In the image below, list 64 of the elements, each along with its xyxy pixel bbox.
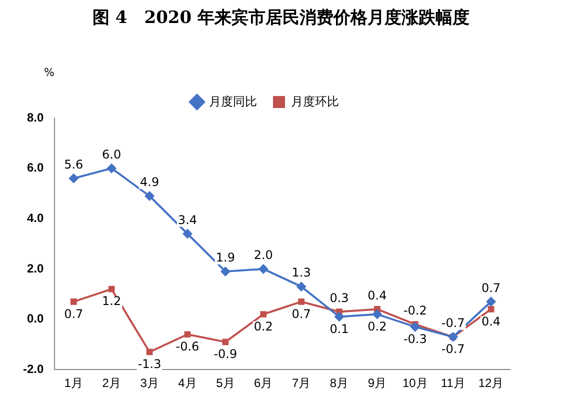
data-label: 3.4 — [178, 212, 198, 227]
point — [108, 286, 115, 292]
legend-label: 月度环比 — [291, 94, 339, 108]
data-label: -0.6 — [176, 340, 200, 354]
point — [106, 163, 117, 174]
y-tick-label: 0.0 — [26, 312, 44, 326]
data-label: 0.2 — [368, 319, 387, 334]
point — [68, 173, 79, 184]
x-tick-label: 6月 — [254, 376, 273, 390]
x-tick-label: 9月 — [368, 376, 387, 390]
x-tick-label: 8月 — [330, 376, 349, 390]
data-label: 0.7 — [292, 306, 311, 321]
data-label: -0.3 — [403, 332, 427, 346]
point — [298, 298, 304, 305]
data-label: 0.7 — [64, 306, 84, 321]
data-label: 4.9 — [140, 175, 160, 190]
x-tick-label: 10月 — [402, 376, 428, 390]
y-tick-label: 4.0 — [26, 210, 44, 225]
data-label: 0.4 — [368, 288, 387, 302]
point — [372, 309, 382, 320]
x-tick-label: 11月 — [440, 376, 466, 390]
y-tick-label: 6.0 — [26, 160, 44, 175]
point — [296, 282, 306, 292]
point — [144, 190, 155, 201]
x-tick-label: 1月 — [64, 376, 83, 390]
data-label: -0.7 — [441, 342, 465, 356]
y-axis-title: % — [44, 66, 54, 79]
data-label: 1.9 — [216, 250, 235, 265]
data-label: 1.3 — [292, 266, 311, 280]
point — [410, 322, 420, 332]
legend-label: 月度同比 — [209, 94, 257, 108]
point — [182, 228, 192, 239]
data-label: 0.7 — [481, 280, 501, 295]
point — [184, 331, 191, 338]
data-label: 0.3 — [330, 290, 349, 305]
data-label: -0.7 — [441, 316, 465, 330]
data-label: -0.9 — [214, 347, 238, 362]
data-label: 5.6 — [64, 158, 84, 172]
x-tick-label: 5月 — [216, 376, 235, 390]
data-label: 6.0 — [102, 147, 122, 162]
x-tick-label: 12月 — [478, 376, 504, 390]
x-tick-label: 3月 — [140, 376, 159, 390]
data-label: -1.3 — [138, 357, 162, 372]
data-label: 0.1 — [330, 322, 349, 336]
y-tick-label: -2.0 — [22, 362, 44, 376]
point — [260, 311, 267, 318]
point — [222, 338, 229, 346]
point — [220, 266, 230, 276]
point — [486, 296, 496, 307]
y-tick-label: 2.0 — [26, 261, 44, 276]
chart-title: 图 4 2020 年来宾市居民消费价格月度涨跌幅度 — [92, 7, 470, 29]
y-tick-label: 8.0 — [26, 110, 44, 124]
data-label: 1.2 — [102, 294, 122, 308]
data-label: 2.0 — [254, 248, 273, 262]
point — [70, 298, 77, 305]
x-tick-label: 2月 — [102, 376, 121, 390]
data-label: 0.4 — [481, 314, 501, 328]
data-label: 0.2 — [254, 319, 273, 334]
point — [334, 312, 344, 322]
x-tick-label: 7月 — [292, 376, 311, 390]
point — [258, 264, 268, 274]
data-label: -0.2 — [403, 303, 427, 318]
x-tick-label: 4月 — [178, 376, 197, 390]
point — [488, 306, 494, 312]
